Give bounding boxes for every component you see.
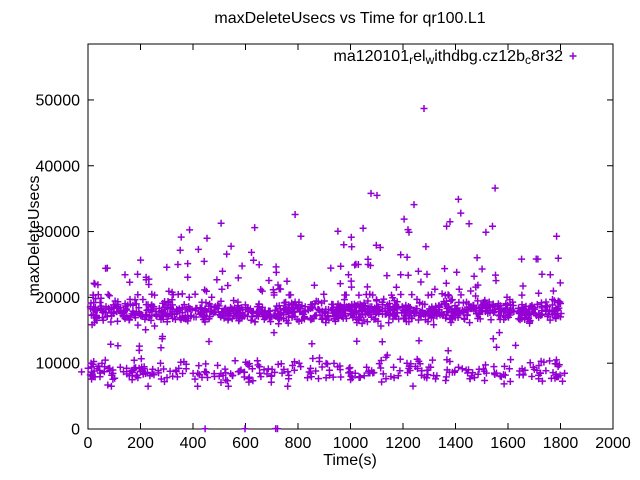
data-points (78, 105, 569, 433)
x-tick-label: 1400 (438, 435, 474, 452)
legend-subscript: r (409, 53, 413, 67)
x-tick-label: 400 (180, 435, 207, 452)
x-tick-label: 1200 (385, 435, 421, 452)
legend-text-segment: ma120101 (333, 48, 409, 65)
x-tick-label: 0 (84, 435, 93, 452)
x-tick-label: 2000 (595, 435, 631, 452)
axis-tick-labels: 0 200 400 600 800 1000 1200 1400 1600 1800 2000010… (36, 92, 631, 452)
y-tick-label: 50000 (36, 92, 81, 109)
x-tick-label: 600 (232, 435, 259, 452)
x-tick-label: 1800 (543, 435, 579, 452)
x-tick-label: 800 (285, 435, 312, 452)
x-tick-label: 1600 (490, 435, 526, 452)
chart-title: maxDeleteUsecs vs Time for qr100.L1 (214, 10, 485, 27)
x-tick-label: 200 (127, 435, 154, 452)
legend-sample-marker (569, 52, 577, 60)
y-tick-label: 10000 (36, 356, 81, 373)
x-axis-label: Time(s) (323, 452, 377, 469)
legend-text-segment: ithdbg.cz12b (434, 48, 525, 65)
legend-text-segment: el (413, 48, 425, 65)
legend-subscript: w (425, 53, 435, 67)
y-tick-label: 30000 (36, 224, 81, 241)
legend-label: ma120101relwithdbg.cz12bc8r32 (333, 48, 563, 67)
plot-border (87, 43, 614, 430)
legend-text-segment: 8r32 (531, 48, 563, 65)
y-tick-label: 20000 (36, 290, 81, 307)
x-tick-label: 1000 (333, 435, 369, 452)
legend-subscript: c (525, 53, 531, 67)
y-tick-label: 40000 (36, 158, 81, 175)
y-tick-label: 0 (71, 422, 80, 439)
legend-entry: ma120101relwithdbg.cz12bc8r32 (333, 48, 577, 67)
y-axis-label: maxDeleteUsecs (26, 176, 43, 297)
